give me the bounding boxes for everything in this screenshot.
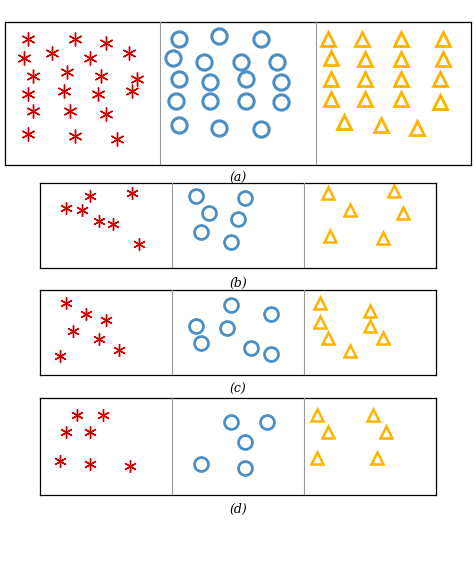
Text: (d): (d) [229, 503, 247, 516]
Text: (a): (a) [229, 172, 247, 185]
Text: (b): (b) [229, 277, 247, 290]
Text: (c): (c) [229, 383, 247, 396]
